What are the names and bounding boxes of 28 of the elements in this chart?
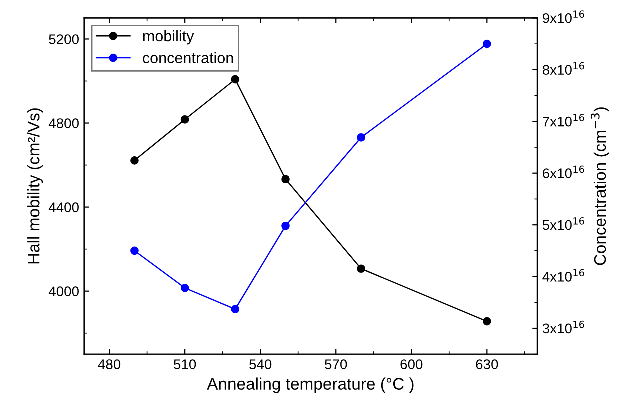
legend-label: mobility — [143, 30, 194, 45]
y2-tick-label: 9x10$^{16}$ — [543, 10, 584, 24]
x-tick-label: 540 — [250, 360, 272, 370]
x-tick-label: 630 — [476, 360, 498, 370]
y2-tick-label: 3x10$^{16}$ — [542, 320, 584, 334]
point — [482, 317, 492, 326]
y2-tick-label: 7x10$^{16}$ — [543, 114, 584, 127]
x-tick-label: 570 — [325, 360, 348, 370]
y2-tick-label: 5x10$^{16}$ — [542, 217, 584, 230]
point — [180, 116, 190, 124]
point — [231, 75, 240, 84]
y2-tick-label: 6x10$^{16}$ — [543, 166, 584, 178]
point — [357, 264, 366, 274]
point — [282, 175, 290, 184]
y-tick-label: 4400 — [48, 202, 79, 212]
y2-tick-label: 8x10$^{16}$ — [542, 62, 584, 76]
y-tick-label: 5200 — [49, 34, 79, 44]
x-axis-title: Annealing temperature (°C ) — [207, 378, 414, 394]
y-axis-title: Hall mobility (cm²/Vs) — [28, 108, 44, 264]
y-tick-label: 4000 — [48, 286, 79, 297]
point — [130, 156, 139, 165]
y2-axis-title: Concentration (cm$^{−3}$) — [590, 108, 610, 266]
x-tick-label: 600 — [400, 360, 423, 370]
y2-tick-label: 4x10$^{16}$ — [542, 269, 584, 282]
legend-label: concentration — [143, 52, 234, 64]
y-tick-label: 4800 — [48, 118, 79, 128]
x-tick-label: 510 — [174, 360, 196, 370]
x-tick-label: 480 — [98, 360, 121, 370]
